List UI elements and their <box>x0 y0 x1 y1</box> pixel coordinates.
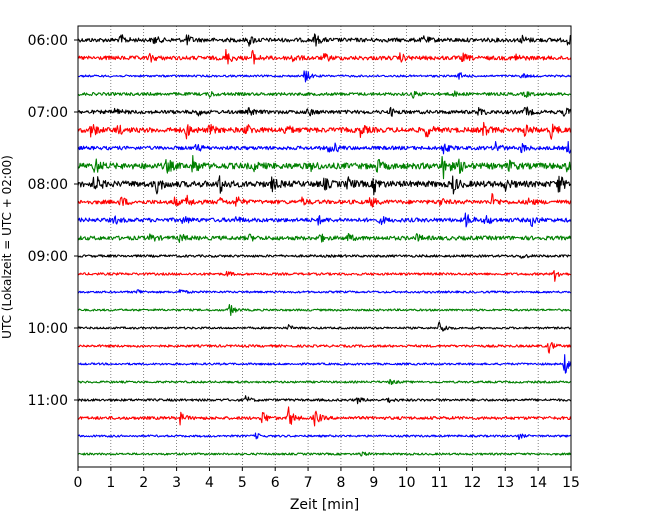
x-tick-label: 11 <box>431 475 449 491</box>
trace-0630 <box>77 70 572 83</box>
trace-0930 <box>77 289 572 294</box>
trace-0815 <box>77 193 572 208</box>
x-tick-label: 1 <box>106 475 115 491</box>
x-tick-label: 10 <box>398 475 416 491</box>
trace-1115 <box>77 406 572 427</box>
x-tick-label: 6 <box>271 475 280 491</box>
trace-1045 <box>77 378 572 386</box>
trace-1145 <box>77 451 572 457</box>
trace-0700 <box>77 106 572 117</box>
x-tick-label: 0 <box>74 475 83 491</box>
trace-0915 <box>77 270 572 282</box>
x-tick-label: 5 <box>238 475 247 491</box>
y-tick-label: 09:00 <box>28 249 68 265</box>
trace-1000 <box>77 321 572 332</box>
trace-1015 <box>77 341 572 354</box>
plot-frame <box>77 25 572 468</box>
x-tick-label: 14 <box>529 475 547 491</box>
x-tick-label: 9 <box>369 475 378 491</box>
x-tick-label: 8 <box>336 475 345 491</box>
x-tick-label: 3 <box>172 475 181 491</box>
x-tick-label: 4 <box>205 475 214 491</box>
trace-1100 <box>77 395 572 405</box>
x-tick-label: 15 <box>562 475 580 491</box>
trace-0830 <box>77 212 572 228</box>
y-tick-label: 06:00 <box>28 33 68 49</box>
trace-1030 <box>77 354 572 374</box>
y-tick-label: 07:00 <box>28 105 68 121</box>
y-axis-label: UTC (Lokalzeit = UTC + 02:00) <box>0 155 14 339</box>
y-ticks: 06:00 07:00 08:00 09:00 10:00 11:00 <box>28 33 78 409</box>
traces <box>77 33 572 457</box>
trace-0730 <box>77 141 572 155</box>
x-tick-label: 7 <box>304 475 313 491</box>
trace-0645 <box>77 90 572 99</box>
x-tick-label: 2 <box>139 475 148 491</box>
trace-1130 <box>77 432 572 441</box>
x-tick-label: 13 <box>496 475 514 491</box>
trace-0800 <box>77 175 572 196</box>
trace-0600 <box>77 33 572 47</box>
trace-0615 <box>77 49 572 65</box>
y-tick-label: 11:00 <box>28 393 68 409</box>
trace-0945 <box>78 303 572 316</box>
trace-0745 <box>77 154 572 180</box>
trace-0715 <box>77 121 572 140</box>
y-tick-label: 10:00 <box>28 321 68 337</box>
x-ticks: 0 1 2 3 4 5 6 7 8 9 10 11 12 13 14 15 <box>74 467 580 491</box>
y-tick-label: 08:00 <box>28 177 68 193</box>
x-tick-label: 12 <box>463 475 481 491</box>
trace-0845 <box>77 232 572 243</box>
x-axis-label: Zeit [min] <box>290 497 359 513</box>
trace-0900 <box>77 254 572 259</box>
